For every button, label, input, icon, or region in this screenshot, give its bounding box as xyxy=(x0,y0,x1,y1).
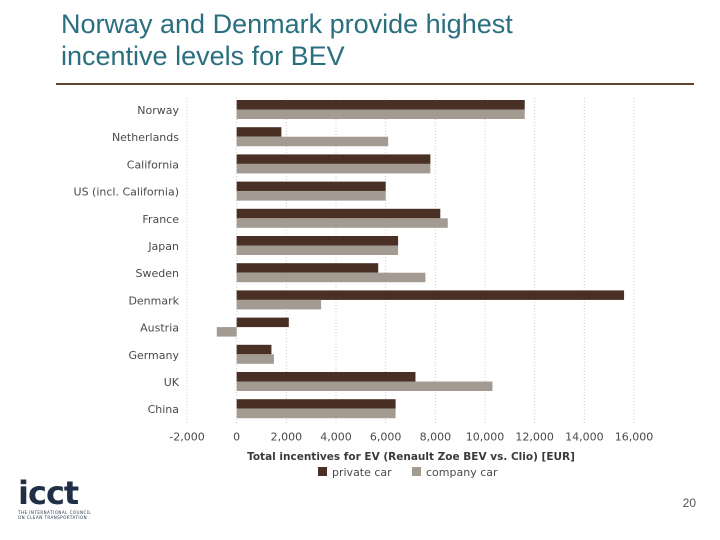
bar-company-car xyxy=(236,191,386,201)
legend-swatch xyxy=(412,467,421,476)
bar-company-car xyxy=(236,163,431,174)
bar-chart: Norway Netherlands California US (incl. Cal… xyxy=(74,98,653,479)
logo-subtext-2: ON CLEAN TRANSPORTATION xyxy=(18,515,88,520)
grid-lines xyxy=(186,98,635,425)
x-tick-label: -2,000 xyxy=(169,430,204,443)
x-tick-label: 2,000 xyxy=(271,430,303,443)
category-label: Japan xyxy=(147,240,179,253)
x-tick-label: 0 xyxy=(233,430,240,443)
logo-subtext-1: THE INTERNATIONAL COUNCIL xyxy=(18,510,92,515)
category-label: Austria xyxy=(140,322,179,335)
category-label: Norway xyxy=(137,104,179,117)
category-label: China xyxy=(148,403,179,416)
bar-private-car xyxy=(236,372,416,382)
bar-company-car xyxy=(236,245,399,255)
legend-swatch xyxy=(318,467,327,476)
icct-logo: icct THE INTERNATIONAL COUNCIL ON CLEAN … xyxy=(18,476,98,526)
bar-private-car xyxy=(236,154,431,164)
bar-company-car xyxy=(236,136,389,147)
category-label: California xyxy=(127,158,179,171)
page-number: 20 xyxy=(682,496,696,510)
bars xyxy=(216,100,625,419)
bar-private-car xyxy=(236,344,272,355)
bar-company-car xyxy=(236,109,525,119)
category-label: US (incl. California) xyxy=(74,186,179,199)
bar-company-car xyxy=(236,381,493,391)
slide-title: Norway and Denmark provide highest incen… xyxy=(61,8,701,72)
bar-company-car xyxy=(236,354,274,364)
title-divider xyxy=(56,83,694,85)
x-tick-label: 6,000 xyxy=(370,430,402,443)
x-tick-label: 12,000 xyxy=(515,430,554,443)
category-labels: Norway Netherlands California US (incl. Cal… xyxy=(74,104,180,416)
bar-company-car xyxy=(236,299,322,310)
category-label: Denmark xyxy=(128,294,179,307)
category-label: France xyxy=(142,213,179,226)
legend-label: private car xyxy=(332,466,392,479)
logo-wordmark: icct xyxy=(18,474,79,512)
bar-company-car xyxy=(216,327,237,337)
x-tick-label: 8,000 xyxy=(420,430,452,443)
bar-private-car xyxy=(236,290,625,300)
legend: private car company car xyxy=(318,466,498,479)
category-label: Netherlands xyxy=(112,131,179,144)
x-tick-labels: -2,000 0 2,000 4,000 6,000 8,000 10,000 12,000 1… xyxy=(169,430,653,443)
x-tick-label: 14,000 xyxy=(565,430,604,443)
bar-private-car xyxy=(236,100,525,110)
bar-private-car xyxy=(236,208,441,219)
category-label: UK xyxy=(164,376,180,389)
bar-private-car xyxy=(236,399,396,409)
bar-company-car xyxy=(236,218,448,228)
bar-private-car xyxy=(236,317,289,328)
slide-title-line-2: incentive levels for BEV xyxy=(61,41,345,71)
x-tick-label: 4,000 xyxy=(320,430,352,443)
category-label: Sweden xyxy=(136,267,179,280)
slide-title-line-1: Norway and Denmark provide highest xyxy=(61,9,513,39)
x-axis-label: Total incentives for EV (Renault Zoe BEV… xyxy=(247,451,575,463)
bar-company-car xyxy=(236,272,426,283)
category-label: Germany xyxy=(128,349,179,362)
bar-company-car xyxy=(236,408,396,419)
x-tick-label: 10,000 xyxy=(466,430,505,443)
bar-private-car xyxy=(236,263,379,273)
bar-private-car xyxy=(236,236,399,246)
x-tick-label: 16,000 xyxy=(615,430,654,443)
bar-private-car xyxy=(236,127,282,137)
bar-private-car xyxy=(236,181,386,192)
legend-label: company car xyxy=(426,466,498,479)
